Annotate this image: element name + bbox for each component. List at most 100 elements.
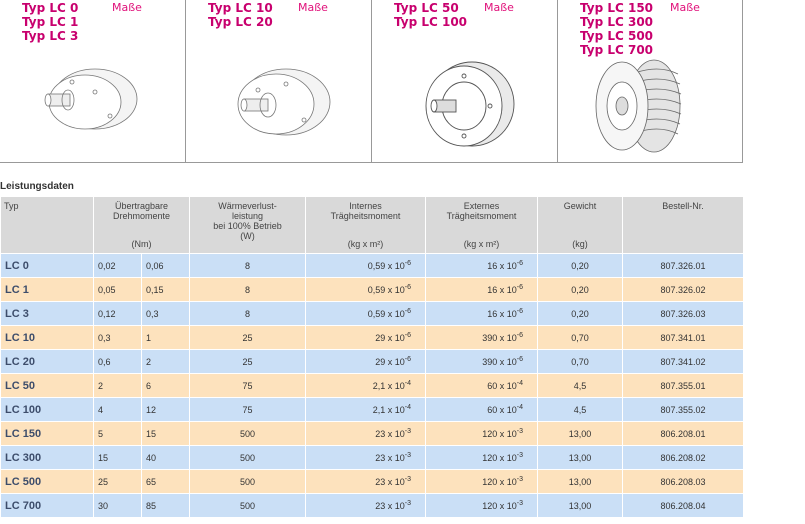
- cell-exponent: -4: [404, 404, 411, 411]
- header-unit: (kg): [572, 239, 588, 249]
- cell-exponent: -3: [516, 452, 523, 459]
- cell-base: 16 x 10: [487, 261, 517, 271]
- cell: 85: [141, 493, 190, 518]
- cell-base: 23 x 10: [375, 477, 405, 487]
- cell-exponent: -6: [404, 284, 411, 291]
- type-name: Typ LC 3: [22, 29, 79, 43]
- cell: 2: [141, 349, 190, 374]
- cell: 0,6: [93, 349, 142, 374]
- type-name: Typ LC 500: [580, 29, 654, 43]
- cell: 6: [141, 373, 190, 398]
- header-cell: Wärmeverlust-leistung bei 100% Betrieb (W): [189, 196, 306, 254]
- data-row: LC 50 2 6 75 2,1 x 10-4 60 x 10-4 4,5 807.355.0…: [0, 373, 744, 398]
- type-name: Typ LC 20: [208, 15, 273, 29]
- cell: 29 x 10-6: [305, 349, 426, 374]
- header-row: Typ Übertragbare Drehmomente (Nm) Wärmeverlu…: [0, 196, 744, 254]
- row-label: LC 20: [0, 349, 94, 374]
- cell-base: 23 x 10: [375, 429, 405, 439]
- row-label: LC 1: [0, 277, 94, 302]
- header-line: (W): [240, 231, 255, 241]
- header-line: Gewicht: [563, 201, 597, 211]
- data-row: LC 150 5 15 500 23 x 10-3 120 x 10-3 13,00 806.…: [0, 421, 744, 446]
- cell-base: 16 x 10: [487, 309, 517, 319]
- row-label: LC 0: [0, 253, 94, 278]
- cell: 0,15: [141, 277, 190, 302]
- product-box: Typ LC 50 Typ LC 100 Maße: [372, 0, 558, 162]
- header-unit: (kg x m²): [463, 239, 500, 249]
- cell-base: 120 x 10: [482, 477, 517, 487]
- header-line: Bestell-Nr.: [662, 201, 704, 211]
- cell: 75: [189, 397, 306, 422]
- cell: 807.341.01: [622, 325, 744, 350]
- product-drawing: [425, 61, 515, 147]
- type-name: Typ LC 1: [22, 15, 79, 29]
- cell: 120 x 10-3: [425, 469, 538, 494]
- cell: 120 x 10-3: [425, 421, 538, 446]
- cell: 0,20: [537, 253, 623, 278]
- row-label: LC 700: [0, 493, 94, 518]
- cell: 8: [189, 253, 306, 278]
- cell: 13,00: [537, 493, 623, 518]
- type-name: Typ LC 50: [394, 1, 459, 15]
- cell: 806.208.02: [622, 445, 744, 470]
- cell-base: 2,1 x 10: [372, 405, 405, 415]
- cell: 65: [141, 469, 190, 494]
- cell: 15: [93, 445, 142, 470]
- data-row: LC 1 0,05 0,15 8 0,59 x 10-6 16 x 10-6 0,20 807…: [0, 277, 744, 302]
- dimensions-link[interactable]: Maße: [298, 1, 328, 14]
- product-drawing: [595, 59, 682, 153]
- product-box: Typ LC 10 Typ LC 20 Maße: [186, 0, 372, 162]
- cell-base: 390 x 10: [482, 357, 517, 367]
- cell: 23 x 10-3: [305, 421, 426, 446]
- cell-base: 29 x 10: [375, 333, 405, 343]
- cell-exponent: -4: [404, 380, 411, 387]
- cell-exponent: -6: [404, 332, 411, 339]
- header-cell: Externes Trägheitsmoment (kg x m²): [425, 196, 538, 254]
- cell: 30: [93, 493, 142, 518]
- cell-exponent: -3: [516, 500, 523, 507]
- table-body: LC 0 0,02 0,06 8 0,59 x 10-6 16 x 10-6 0,20 807…: [0, 253, 744, 518]
- cell: 500: [189, 445, 306, 470]
- cell: 12: [141, 397, 190, 422]
- product-types: Typ LC 0 Typ LC 1 Typ LC 3: [22, 1, 78, 43]
- cell: 16 x 10-6: [425, 301, 538, 326]
- cell-base: 0,59 x 10: [367, 309, 405, 319]
- header-line: Trägheitsmoment: [330, 211, 401, 221]
- header-line: Typ: [4, 201, 19, 211]
- product-types: Typ LC 10 Typ LC 20: [208, 1, 273, 29]
- cell: 1: [141, 325, 190, 350]
- dimensions-link[interactable]: Maße: [670, 1, 700, 14]
- cell: 25: [189, 349, 306, 374]
- cell: 806.208.04: [622, 493, 744, 518]
- cell-exponent: -6: [516, 356, 523, 363]
- dimensions-link[interactable]: Maße: [484, 1, 514, 14]
- data-row: LC 10 0,3 1 25 29 x 10-6 390 x 10-6 0,70 807.34…: [0, 325, 744, 350]
- header-cell: Bestell-Nr.: [622, 196, 744, 254]
- cell: 390 x 10-6: [425, 349, 538, 374]
- cell-base: 120 x 10: [482, 453, 517, 463]
- cell: 0,06: [141, 253, 190, 278]
- row-label: LC 300: [0, 445, 94, 470]
- data-row: LC 500 25 65 500 23 x 10-3 120 x 10-3 13,00 806…: [0, 469, 744, 494]
- cell-base: 0,59 x 10: [367, 285, 405, 295]
- cell-base: 0,59 x 10: [367, 261, 405, 271]
- dimensions-link[interactable]: Maße: [112, 1, 142, 14]
- product-types: Typ LC 50 Typ LC 100: [394, 1, 467, 29]
- cell: 0,59 x 10-6: [305, 253, 426, 278]
- cell-base: 60 x 10: [487, 405, 517, 415]
- cell: 0,05: [93, 277, 142, 302]
- cell: 2: [93, 373, 142, 398]
- type-name: Typ LC 100: [394, 15, 468, 29]
- cell: 0,70: [537, 325, 623, 350]
- product-drawing: [237, 68, 331, 136]
- data-row: LC 0 0,02 0,06 8 0,59 x 10-6 16 x 10-6 0,20 807…: [0, 253, 744, 278]
- cell-exponent: -3: [516, 476, 523, 483]
- cell: 60 x 10-4: [425, 373, 538, 398]
- cell: 807.326.03: [622, 301, 744, 326]
- header-unit: (Nm): [131, 239, 152, 249]
- row-label: LC 10: [0, 325, 94, 350]
- cell-base: 23 x 10: [375, 501, 405, 511]
- cell: 0,20: [537, 301, 623, 326]
